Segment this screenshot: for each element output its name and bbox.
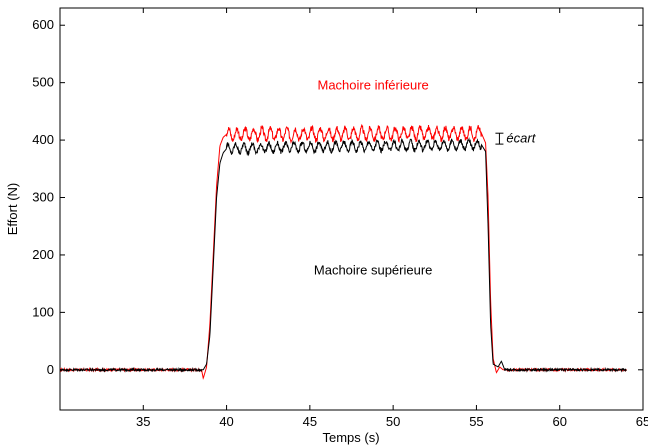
annotation-label: Machoire inférieure bbox=[318, 78, 429, 93]
y-tick-label: 400 bbox=[32, 132, 54, 147]
y-tick-label: 100 bbox=[32, 304, 54, 319]
annotation-layer: Machoire inférieure Machoire supérieure éc… bbox=[314, 78, 537, 278]
y-tick-label: 500 bbox=[32, 75, 54, 90]
x-tick-label: 40 bbox=[219, 414, 233, 429]
y-tick-label: 600 bbox=[32, 17, 54, 32]
x-tick-label: 35 bbox=[136, 414, 150, 429]
plot-area bbox=[59, 7, 644, 411]
x-axis-label: Temps (s) bbox=[322, 430, 379, 445]
y-axis-label: Effort (N) bbox=[5, 183, 20, 236]
x-tick-label: 45 bbox=[303, 414, 317, 429]
annotation-label: écart bbox=[506, 131, 536, 146]
y-tick-label: 200 bbox=[32, 247, 54, 262]
axis-layer: 35 40 45 50 55 60 65 0 100 200 300 400 500 600 bbox=[32, 8, 648, 429]
x-tick-label: 65 bbox=[636, 414, 648, 429]
series-line-machoire-superieure bbox=[59, 137, 627, 373]
x-tick-label: 55 bbox=[469, 414, 483, 429]
annotation-label: Machoire supérieure bbox=[314, 262, 433, 277]
y-tick-label: 0 bbox=[47, 362, 54, 377]
y-tick-label: 300 bbox=[32, 190, 54, 205]
x-tick-label: 60 bbox=[552, 414, 566, 429]
series-layer bbox=[59, 123, 627, 380]
x-tick-label: 50 bbox=[386, 414, 400, 429]
